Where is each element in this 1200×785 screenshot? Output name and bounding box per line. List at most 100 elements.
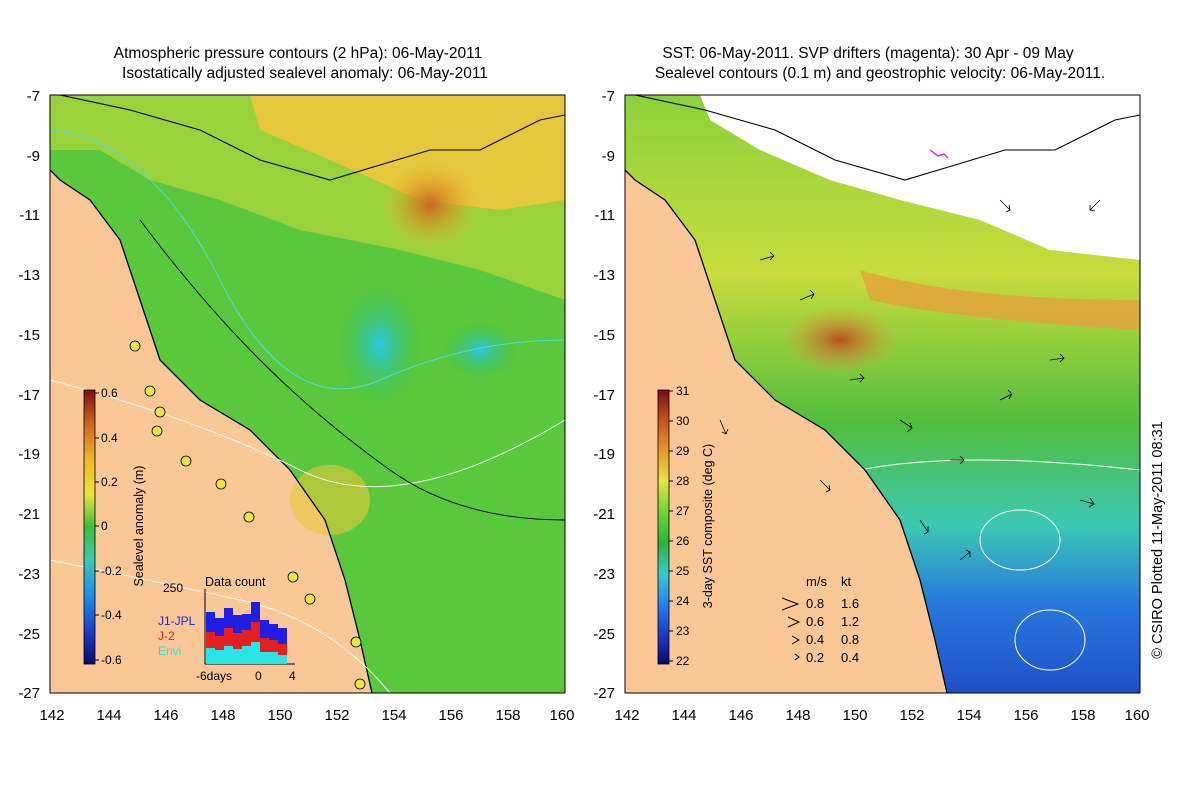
tide-gauge-marker	[243, 511, 255, 523]
left-y-axis: -7 -9 -11 -13 -15 -17 -19 -21 -23 -25 -2…	[18, 88, 40, 702]
x-tick-label: 150	[842, 707, 867, 724]
sla-tick-label: -0.2	[101, 564, 122, 578]
x-tick-label: 152	[324, 707, 349, 724]
tide-gauge-marker	[129, 340, 141, 352]
left-north-coast	[59, 95, 565, 181]
y-tick-label: -17	[18, 387, 40, 404]
tide-gauge-marker	[151, 425, 163, 437]
inset-bar-j2	[233, 633, 242, 664]
velocity-arrow	[719, 419, 729, 435]
sst-colorbar-ramp	[657, 389, 670, 665]
tide-gauge-marker	[287, 571, 299, 583]
left-eddy-warm	[380, 160, 480, 250]
inset-bar-envi	[269, 652, 278, 664]
right-sst-field	[625, 95, 1140, 693]
speed-legend-header-kt: kt	[841, 574, 852, 589]
y-tick-label: -7	[27, 88, 40, 105]
tide-gauge-marker	[215, 478, 227, 490]
left-map-frame	[49, 94, 566, 694]
speed-legend: m/s kt 0.8 1.6 0.6 1.2 0.4 0.8 0.2 0.4	[781, 574, 859, 665]
left-title-line1: Atmospheric pressure contours (2 hPa): 0…	[114, 45, 482, 62]
velocity-arrow	[919, 519, 929, 535]
speed-legend-kt: 0.4	[841, 650, 859, 665]
x-tick-label: 158	[1070, 707, 1095, 724]
inset-xtick: -6days	[196, 669, 232, 683]
y-tick-label: -13	[18, 267, 40, 284]
inset-bar-envi	[224, 646, 233, 664]
tide-gauge-marker	[354, 678, 366, 690]
sla-tick-label: 0.6	[101, 386, 118, 400]
x-tick-label: 142	[614, 707, 639, 724]
inset-bar-j2	[278, 644, 287, 664]
inset-bars	[206, 602, 287, 664]
y-tick-label: -21	[593, 506, 615, 523]
tide-gauge-marker	[144, 385, 156, 397]
sla-tick-label: -0.6	[101, 653, 122, 667]
inset-xtick: 0	[255, 669, 262, 683]
y-tick-label: -13	[593, 267, 615, 284]
left-map-area	[50, 95, 565, 693]
right-sealevel-contour	[1014, 609, 1086, 671]
sst-tick-label: 29	[676, 444, 690, 458]
sla-tick-label: -0.4	[101, 608, 122, 622]
sst-tick-label: 23	[676, 624, 690, 638]
left-eddy-cool	[335, 280, 425, 410]
sst-colorbar-label: 3-day SST composite (deg C)	[701, 444, 715, 608]
velocity-arrow	[950, 455, 965, 465]
sla-colorbar-ramp	[83, 389, 96, 665]
velocity-arrows	[719, 199, 1101, 561]
left-x-axis: 142 144 146 148 150 152 154 156 158 160	[39, 707, 574, 724]
inset-title: Data count	[205, 575, 266, 589]
sla-tick-label: 0.4	[101, 431, 118, 445]
x-tick-label: 158	[495, 707, 520, 724]
y-tick-label: -11	[594, 207, 615, 224]
sst-tick-label: 31	[676, 384, 690, 398]
y-tick-label: -27	[18, 685, 40, 702]
y-tick-label: -27	[593, 685, 615, 702]
x-tick-label: 146	[153, 707, 178, 724]
inset-bar-envi	[215, 650, 224, 664]
right-map-frame	[624, 94, 1141, 694]
y-tick-label: -17	[593, 387, 615, 404]
left-coastline	[50, 169, 373, 693]
sst-colorbar: 31 30 29 28 27 26 25 24 23 22 3-day SST …	[657, 384, 715, 668]
y-tick-label: -23	[593, 566, 615, 583]
svp-drifter-track	[929, 149, 949, 159]
x-tick-label: 148	[210, 707, 235, 724]
x-tick-label: 156	[1013, 707, 1038, 724]
speed-legend-ms: 0.6	[806, 614, 824, 629]
y-tick-label: -7	[602, 88, 615, 105]
velocity-arrow	[999, 389, 1013, 401]
inset-bar-j2	[260, 638, 269, 664]
speed-legend-ms: 0.4	[806, 632, 824, 647]
x-tick-label: 150	[267, 707, 292, 724]
right-y-axis: -7 -9 -11 -13 -15 -17 -19 -21 -23 -25 -2…	[593, 88, 615, 702]
inset-bar-envi	[233, 649, 242, 664]
right-warm-band	[860, 270, 1140, 330]
right-cloud-mask	[700, 95, 1140, 260]
y-tick-label: -9	[27, 148, 40, 165]
sst-tick-label: 22	[676, 654, 690, 668]
inset-bar-envi	[206, 648, 215, 664]
y-tick-label: -15	[593, 327, 615, 344]
left-high-anomaly	[250, 95, 565, 210]
left-pressure-contour-1	[50, 379, 565, 488]
velocity-arrow	[959, 549, 971, 561]
speed-legend-arrow	[781, 597, 800, 611]
sla-tick-label: 0.2	[101, 475, 118, 489]
x-tick-label: 142	[39, 707, 64, 724]
speed-legend-arrow	[791, 635, 801, 645]
right-sealevel-contour	[859, 459, 1140, 471]
left-isobath-1	[50, 129, 565, 390]
y-tick-label: -23	[18, 566, 40, 583]
inset-bar-envi	[242, 646, 251, 664]
speed-legend-arrow	[787, 616, 801, 628]
velocity-arrow	[819, 479, 831, 493]
sla-colorbar: 0.6 0.4 0.2 0 -0.2 -0.4 -0.6 Sealevel an…	[83, 386, 146, 667]
sst-tick-label: 26	[676, 534, 690, 548]
x-tick-label: 148	[785, 707, 810, 724]
csiro-credit: © CSIRO Plotted 11-May-2011 08:31	[1150, 421, 1166, 658]
left-pressure-contour-2	[50, 559, 391, 693]
speed-legend-ms: 0.2	[806, 650, 824, 665]
